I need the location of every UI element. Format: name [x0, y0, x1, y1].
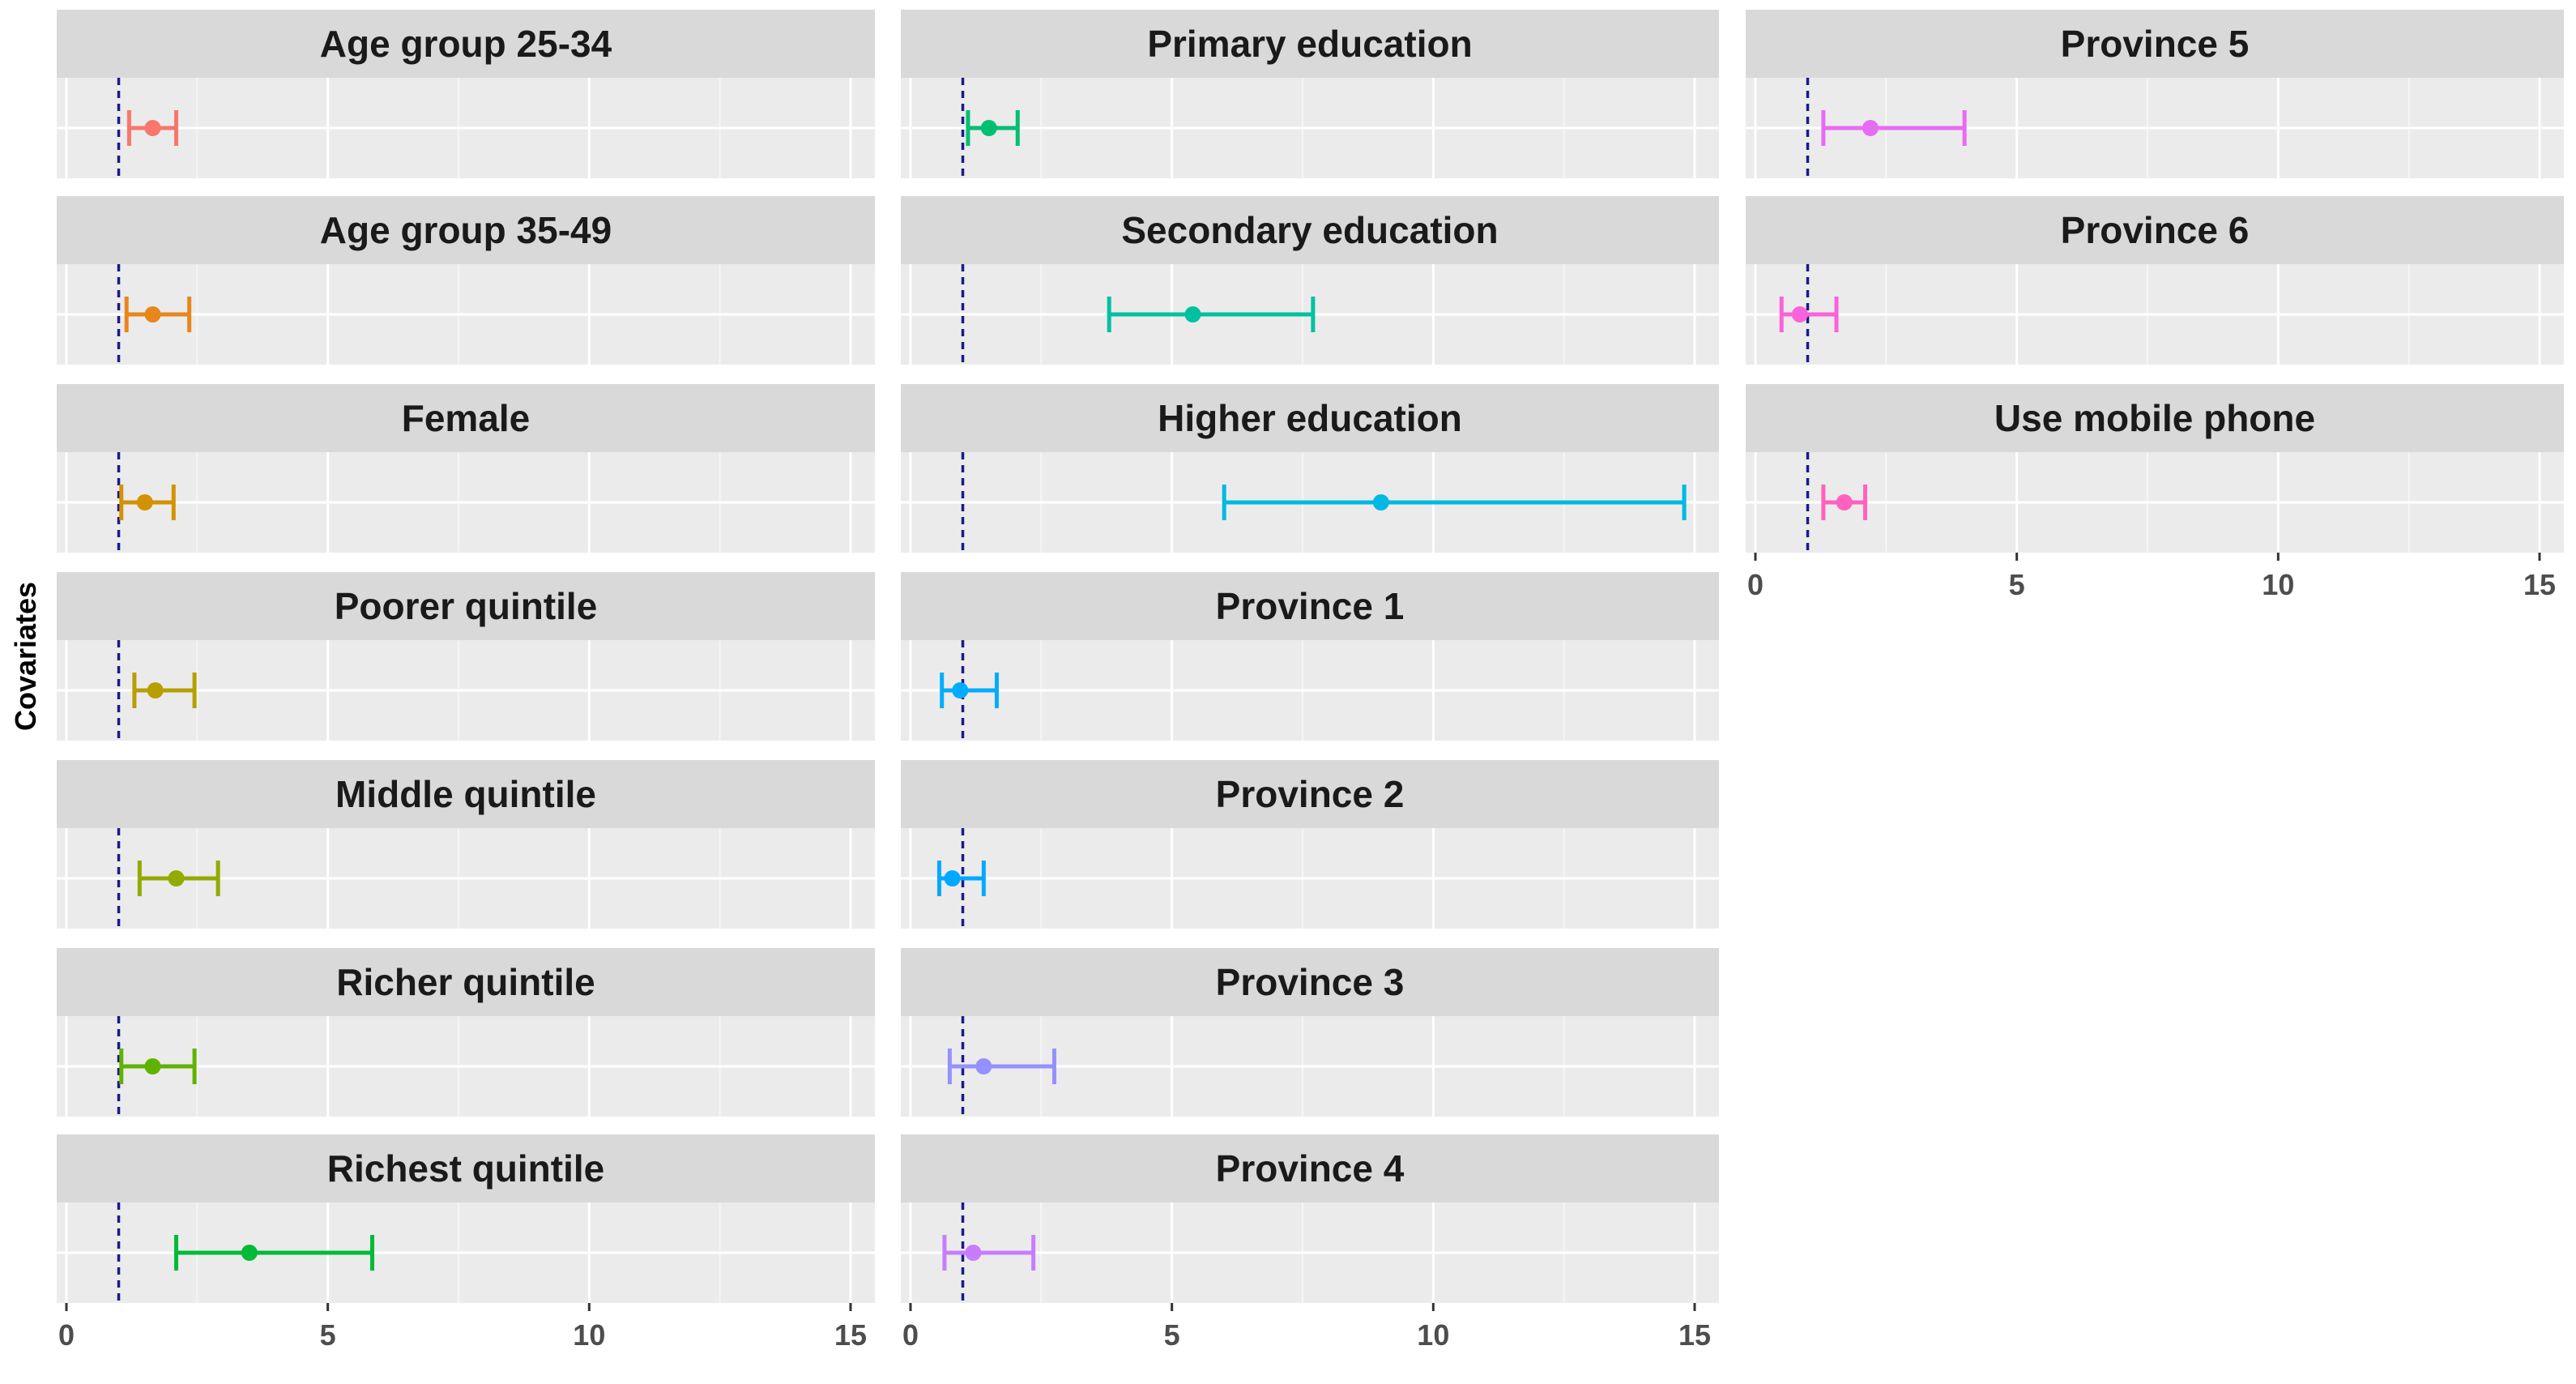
x-tick-label: 15 [834, 1318, 867, 1352]
facet-label: Age group 35-49 [320, 209, 612, 251]
point-estimate [975, 1058, 992, 1074]
facet-label: Province 3 [1216, 961, 1405, 1003]
facet-panel: Province 6 [1746, 196, 2564, 365]
x-tick-label: 10 [573, 1318, 605, 1352]
facet-strip [57, 572, 875, 640]
x-tick-label: 15 [2523, 568, 2556, 601]
facet-label: Middle quintile [335, 773, 596, 815]
point-estimate [136, 494, 153, 510]
facet-strip [901, 10, 1719, 78]
facet-strip [901, 384, 1719, 452]
facet-panel: Age group 35-49 [57, 196, 875, 365]
facet-label: Province 4 [1216, 1147, 1405, 1190]
facet-panel: Province 3 [901, 948, 1719, 1117]
facet-panel: Poorer quintile [57, 572, 875, 741]
x-tick-label: 5 [1164, 1318, 1180, 1352]
point-estimate [1372, 494, 1389, 510]
facet-strip [57, 10, 875, 78]
point-estimate [144, 306, 161, 323]
point-estimate [980, 120, 997, 136]
facet-label: Secondary education [1121, 209, 1498, 251]
facet-label: Age group 25-34 [320, 23, 612, 65]
x-tick-label: 5 [2009, 568, 2025, 601]
facet-panel: Female [57, 384, 875, 553]
facet-strip [57, 760, 875, 828]
x-tick-label: 5 [320, 1318, 336, 1352]
x-tick-label: 10 [2262, 568, 2294, 601]
facet-strip [901, 760, 1719, 828]
facet-strip [1746, 196, 2564, 264]
facet-label: Poorer quintile [335, 585, 598, 627]
facet-label: Province 2 [1216, 773, 1405, 815]
point-estimate [1184, 306, 1201, 323]
facet-label: Primary education [1147, 23, 1472, 65]
facet-label: Richer quintile [336, 961, 595, 1003]
x-tick-label: 0 [58, 1318, 75, 1352]
point-estimate [944, 870, 961, 886]
facet-strip [1746, 10, 2564, 78]
facet-strip [901, 948, 1719, 1016]
facet-label: Province 5 [2061, 23, 2250, 65]
x-tick-label: 0 [902, 1318, 919, 1352]
facet-panel: Age group 25-34 [57, 10, 875, 178]
facet-label: Female [402, 397, 531, 439]
facet-panel: Richest quintile [57, 1134, 875, 1303]
point-estimate [241, 1245, 258, 1261]
x-tick-label: 10 [1417, 1318, 1449, 1352]
facet-strip [901, 572, 1719, 640]
point-estimate [1862, 120, 1879, 136]
facet-label: Richest quintile [327, 1147, 604, 1190]
facet-strip [57, 196, 875, 264]
point-estimate [144, 1058, 161, 1074]
facet-panel: Use mobile phone [1746, 384, 2564, 553]
facet-strip [1746, 384, 2564, 452]
point-estimate [144, 120, 161, 136]
facet-strip [901, 196, 1719, 264]
x-axis: 0 5 10 15 [58, 1303, 867, 1352]
facet-strip [57, 1134, 875, 1202]
facet-panel: Province 1 [901, 572, 1719, 741]
facet-label: Province 1 [1216, 585, 1405, 627]
point-estimate [1791, 306, 1808, 323]
point-estimate [965, 1245, 982, 1261]
facet-label: Higher education [1158, 397, 1462, 439]
facet-panel: Secondary education [901, 196, 1719, 365]
x-tick-label: 15 [1678, 1318, 1711, 1352]
point-estimate [952, 682, 969, 698]
point-estimate [168, 870, 185, 886]
x-tick-label: 0 [1747, 568, 1764, 601]
facet-panel: Richer quintile [57, 948, 875, 1117]
point-estimate [1836, 494, 1853, 510]
facet-panel: Province 5 [1746, 10, 2564, 178]
point-estimate [147, 682, 164, 698]
x-axis: 0 5 10 15 [902, 1303, 1711, 1352]
facet-panel: Province 4 [901, 1134, 1719, 1303]
facet-strip [901, 1134, 1719, 1202]
facet-panel: Province 2 [901, 760, 1719, 929]
x-axis: 0 5 10 15 [1747, 553, 2556, 601]
facet-panel: Middle quintile [57, 760, 875, 929]
facet-label: Province 6 [2061, 209, 2250, 251]
facet-strip [57, 948, 875, 1016]
facet-label: Use mobile phone [1994, 397, 2315, 439]
y-axis-title: Covariates [9, 582, 42, 731]
facet-strip [57, 384, 875, 452]
facet-panel: Primary education [901, 10, 1719, 178]
facet-panel: Higher education [901, 384, 1719, 553]
